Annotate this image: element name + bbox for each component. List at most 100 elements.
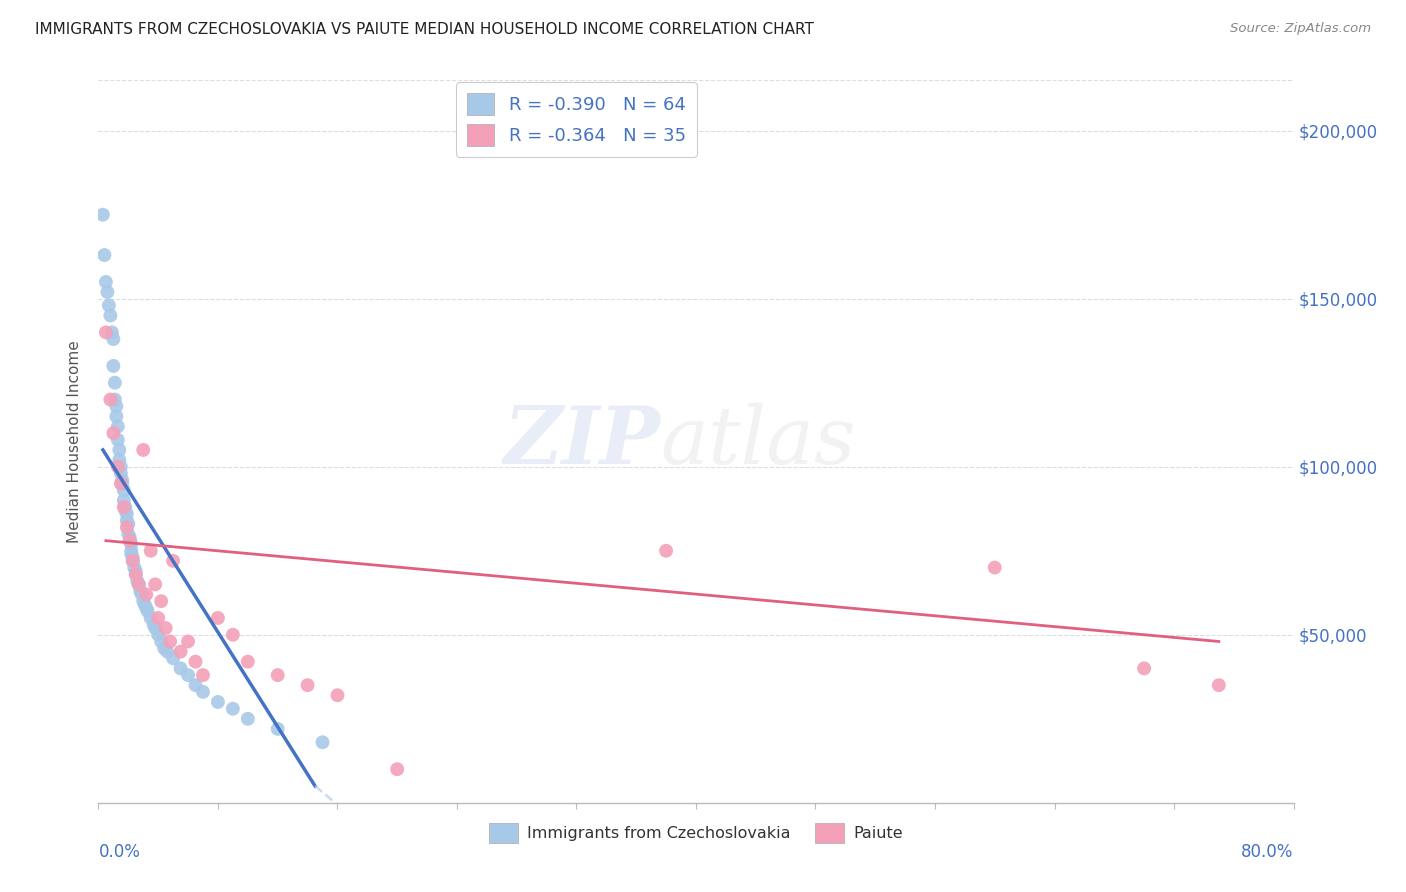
Point <box>207 611 229 625</box>
Point <box>103 332 125 346</box>
Text: ZIP: ZIP <box>503 403 661 480</box>
Point <box>112 500 135 514</box>
Point <box>128 577 150 591</box>
Text: Source: ZipAtlas.com: Source: ZipAtlas.com <box>1230 22 1371 36</box>
Point <box>385 762 409 776</box>
Legend: Immigrants from Czechoslovakia, Paiute: Immigrants from Czechoslovakia, Paiute <box>482 817 910 849</box>
Point <box>162 554 184 568</box>
Point <box>105 409 128 424</box>
Point <box>120 543 142 558</box>
Point <box>1208 678 1230 692</box>
Point <box>142 617 165 632</box>
Point <box>110 467 132 481</box>
Point <box>105 399 128 413</box>
Point <box>132 442 155 457</box>
Point <box>143 577 166 591</box>
Point <box>139 543 162 558</box>
Point <box>127 574 149 588</box>
Point <box>135 600 157 615</box>
Point <box>118 533 141 548</box>
Point <box>169 661 191 675</box>
Point <box>112 493 135 508</box>
Point <box>191 668 214 682</box>
Point <box>236 712 259 726</box>
Point <box>117 527 139 541</box>
Text: 80.0%: 80.0% <box>1241 843 1294 861</box>
Text: atlas: atlas <box>661 403 855 480</box>
Point <box>103 359 125 373</box>
Point <box>655 543 678 558</box>
Point <box>311 735 333 749</box>
Point <box>984 560 1007 574</box>
Point <box>159 634 181 648</box>
Point <box>115 514 138 528</box>
Text: 0.0%: 0.0% <box>98 843 141 861</box>
Point <box>120 537 142 551</box>
Text: IMMIGRANTS FROM CZECHOSLOVAKIA VS PAIUTE MEDIAN HOUSEHOLD INCOME CORRELATION CHA: IMMIGRANTS FROM CZECHOSLOVAKIA VS PAIUTE… <box>35 22 814 37</box>
Point <box>107 419 129 434</box>
Point <box>177 634 200 648</box>
Point <box>118 530 141 544</box>
Point <box>94 275 117 289</box>
Point <box>118 533 141 548</box>
Point <box>177 668 200 682</box>
Point <box>110 476 132 491</box>
Point <box>135 587 157 601</box>
Point <box>115 520 138 534</box>
Point <box>108 453 131 467</box>
Point <box>110 459 132 474</box>
Point <box>150 634 173 648</box>
Point <box>222 702 245 716</box>
Point <box>108 442 131 457</box>
Point <box>94 326 117 340</box>
Point <box>91 208 114 222</box>
Point <box>101 326 124 340</box>
Point <box>148 628 170 642</box>
Point <box>98 392 122 407</box>
Point <box>96 285 118 299</box>
Point <box>143 621 166 635</box>
Point <box>222 628 245 642</box>
Point <box>107 433 129 447</box>
Point <box>121 554 143 568</box>
Point <box>267 668 290 682</box>
Point <box>104 376 127 390</box>
Point <box>98 309 122 323</box>
Point <box>131 587 153 601</box>
Point <box>111 476 134 491</box>
Point <box>236 655 259 669</box>
Point <box>103 426 125 441</box>
Point <box>1133 661 1156 675</box>
Point <box>191 685 214 699</box>
Point <box>156 644 179 658</box>
Point <box>184 655 207 669</box>
Point <box>150 594 173 608</box>
Point <box>169 644 191 658</box>
Point <box>112 483 135 498</box>
Point <box>125 567 148 582</box>
Point <box>136 604 159 618</box>
Point <box>148 611 170 625</box>
Point <box>162 651 184 665</box>
Point <box>207 695 229 709</box>
Point <box>134 598 156 612</box>
Point <box>115 507 138 521</box>
Point <box>121 554 143 568</box>
Point <box>297 678 319 692</box>
Point <box>267 722 290 736</box>
Point <box>125 567 148 582</box>
Point <box>129 584 152 599</box>
Point <box>121 550 143 565</box>
Point <box>125 564 148 578</box>
Point <box>153 641 176 656</box>
Point <box>326 688 349 702</box>
Point <box>139 611 162 625</box>
Point <box>132 594 155 608</box>
Point <box>93 248 115 262</box>
Point <box>107 459 129 474</box>
Point <box>124 560 146 574</box>
Point <box>104 392 127 407</box>
Point <box>114 503 136 517</box>
Y-axis label: Median Household Income: Median Household Income <box>67 340 83 543</box>
Point <box>155 621 177 635</box>
